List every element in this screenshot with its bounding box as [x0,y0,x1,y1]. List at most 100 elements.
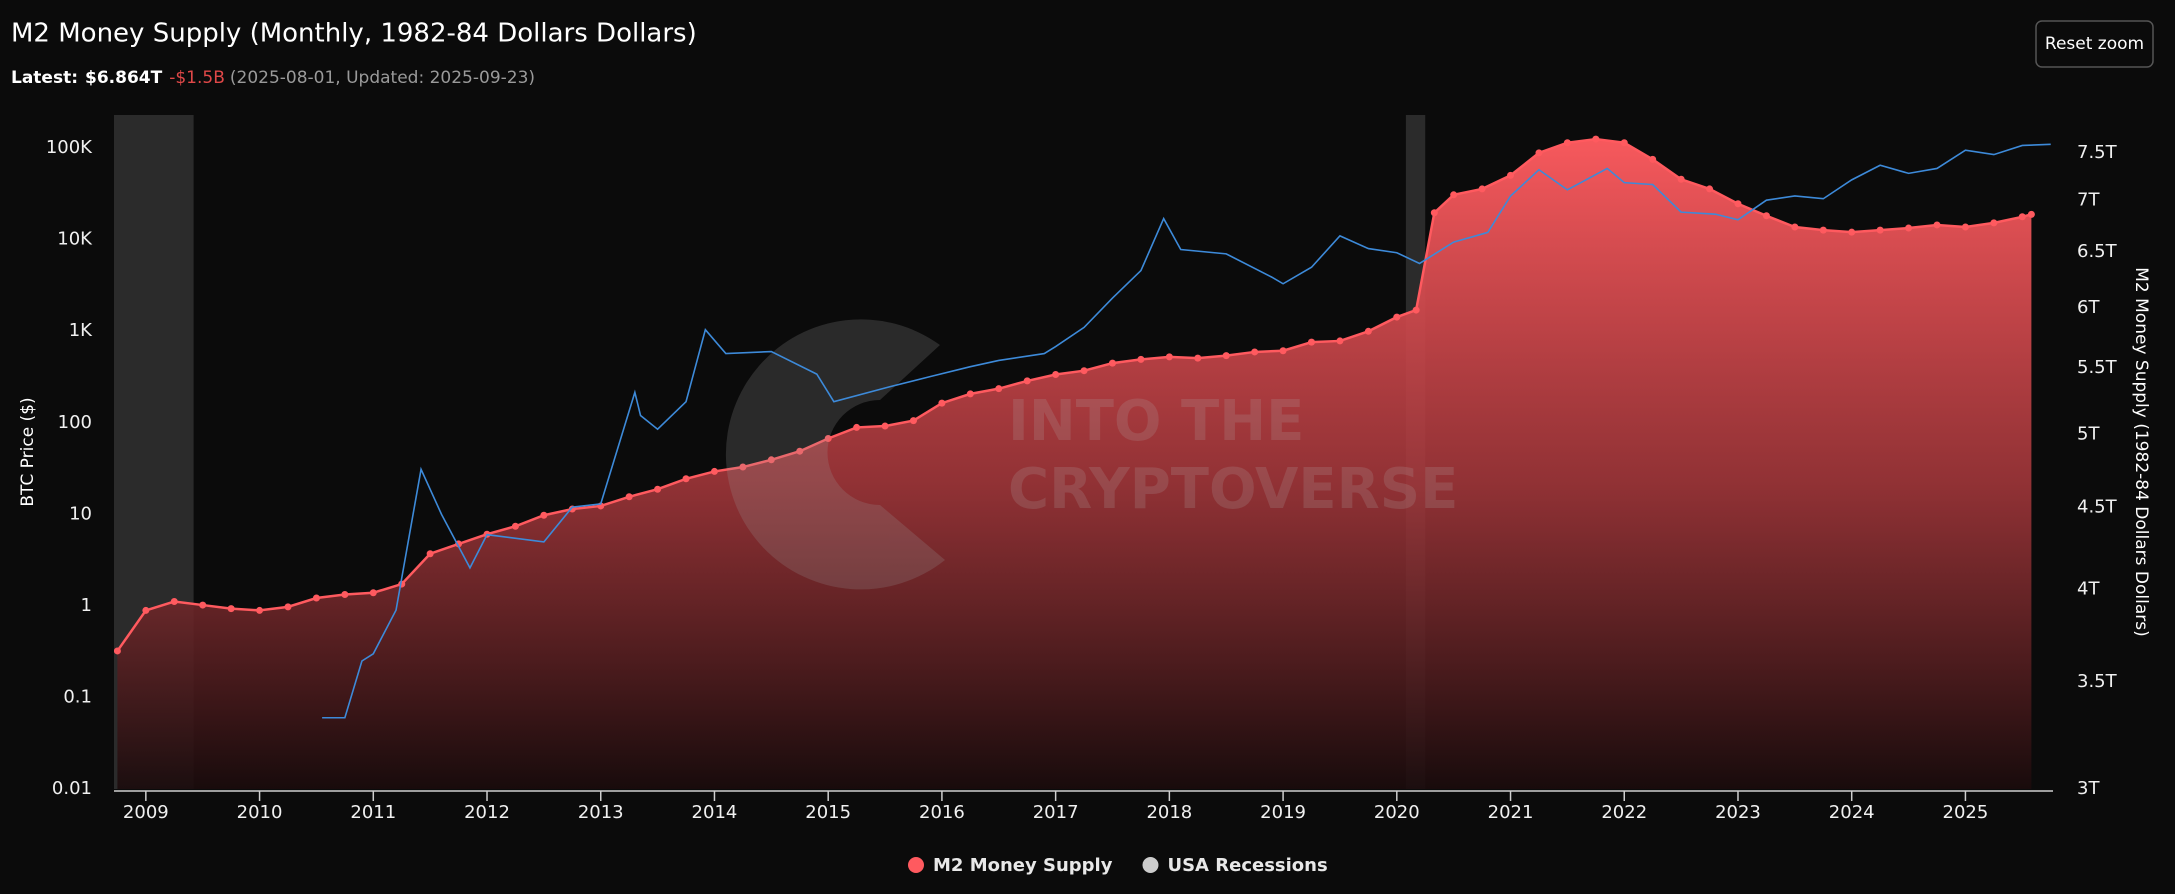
latest-change: -$1.5B [169,68,225,88]
m2-point [256,606,264,614]
x-tick-label: 2024 [1829,802,1875,823]
m2-point [995,385,1003,393]
y-axis-title: BTC Price ($) [18,397,38,506]
m2-point [1430,209,1438,217]
x-tick-label: 2017 [1033,802,1079,823]
y2-tick-label: 5T [2077,423,2100,444]
m2-point [1412,306,1420,314]
m2-point [1905,224,1913,232]
m2-point [341,590,349,598]
x-tick-label: 2014 [692,802,738,823]
axes-layer: 0.01 0.1 1 10 100 1K 10K 100K 3T 3.5T 4T 4.5T 5T 5.5T… [46,137,2118,823]
button-label[interactable]: Reset zoom [2045,34,2144,54]
m2-point [1137,355,1145,363]
x-tick-label: 2019 [1260,802,1306,823]
legend-marker [908,857,924,873]
line-layer [322,143,2051,719]
y-tick-label: 100 [58,412,92,433]
m2-point [1990,219,1998,227]
reset-zoom-button[interactable]: Reset zoom [2035,20,2154,68]
m2-point [739,463,747,471]
y-tick-label: 1K [69,320,93,341]
x-tick-label: 2016 [919,802,965,823]
m2-point [1535,149,1543,157]
x-tick-label: 2022 [1601,802,1647,823]
m2-point [284,603,292,611]
legend-label: M2 Money Supply [933,855,1113,876]
m2-point [227,605,235,613]
x-tick-label: 2009 [123,802,169,823]
m2-point [1734,200,1742,208]
m2-point [796,447,804,455]
y2-tick-label: 7.5T [2077,142,2118,163]
y2-tick-label: 6T [2077,297,2100,318]
m2-line [116,137,2032,652]
chart-subtitle: Latest: $6.864T -$1.5B (2025-08-01, Updated… [11,68,535,88]
m2-point [1251,348,1259,356]
legend-label: USA Recessions [1167,855,1327,876]
m2-point [1649,155,1657,163]
m2-point [1791,223,1799,231]
m2-point [1222,352,1230,360]
button-frame[interactable] [2035,20,2154,68]
m2-point [1762,212,1770,220]
m2-point [881,422,889,430]
x-tick-label: 2011 [350,802,396,823]
x-tick-label: 2023 [1715,802,1761,823]
m2-point [1308,338,1316,346]
m2-point [312,594,320,602]
m2-point [1393,313,1401,321]
m2-point [1080,367,1088,375]
y2-tick-label: 4.5T [2077,496,2118,517]
m2-point [369,589,377,597]
area-layer [114,135,2035,789]
legend: M2 Money Supply USA Recessions [908,855,1328,876]
m2-point [909,417,917,425]
x-tick-label: 2020 [1374,802,1420,823]
m2-point [1052,371,1060,379]
latest-label: Latest: [11,68,78,88]
y2-tick-label: 5.5T [2077,357,2118,378]
x-tick-label: 2010 [237,802,283,823]
y2-tick-label: 4T [2077,578,2100,599]
legend-marker [1142,857,1159,873]
m2-point [710,467,718,475]
m2-point [1023,377,1031,385]
m2-point [1961,223,1969,231]
m2-point [2018,213,2026,221]
latest-note: (2025-08-01, Updated: 2025-09-23) [230,68,535,88]
m2-point [767,456,775,464]
x-tick-label: 2025 [1943,802,1989,823]
y-tick-label: 0.01 [52,778,92,799]
m2-point [1165,353,1173,361]
watermark-text: CRYPTOVERSE [1008,457,1458,522]
m2-point [966,390,974,398]
chart-title: M2 Money Supply (Monthly, 1982-84 Dollar… [11,19,697,49]
x-tick-label: 2013 [578,802,624,823]
m2-point [426,550,434,558]
m2-point [1194,354,1202,362]
m2-point [1364,327,1372,335]
m2-point [170,598,178,606]
y2-tick-label: 3.5T [2077,671,2118,692]
m2-point [1478,185,1486,193]
latest-value: $6.864T [85,68,163,88]
m2-point [625,493,633,501]
m2-point [1563,139,1571,147]
m2-point [1620,139,1628,147]
m2-point [1592,135,1600,143]
m2-point [114,647,121,655]
m2-point [1819,226,1827,234]
m2-point [1933,221,1941,229]
watermark-text: INTO THE [1008,389,1304,454]
y-tick-label: 10K [57,229,93,250]
x-tick-label: 2021 [1488,802,1534,823]
y-tick-label: 0.1 [63,686,92,707]
m2-point [1677,175,1685,183]
m2-point [654,485,662,493]
m2-point [1848,228,1856,236]
x-tick-label: 2015 [805,802,851,823]
m2-point [853,423,861,431]
